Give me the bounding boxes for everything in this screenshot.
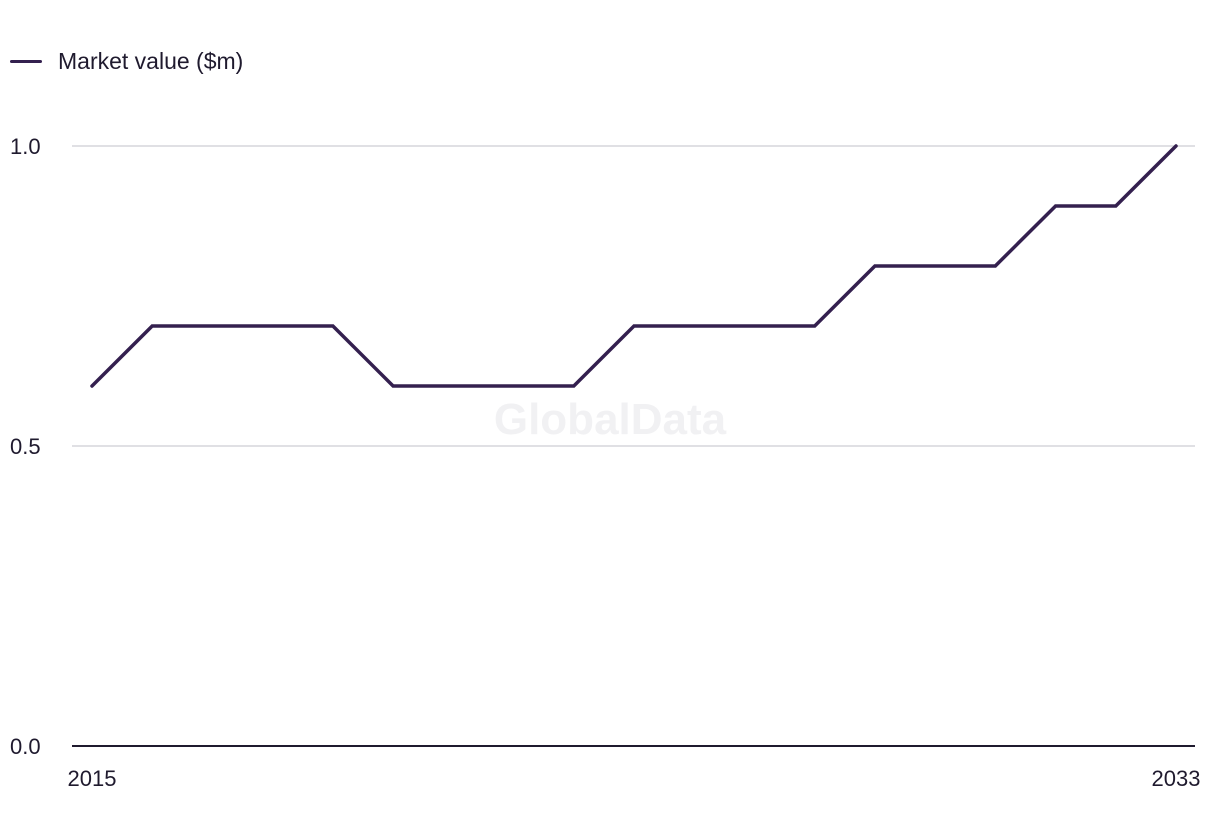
x-tick-label: 2015: [68, 766, 117, 791]
legend: Market value ($m): [10, 46, 243, 76]
watermark: GlobalData: [494, 395, 727, 444]
y-tick-label: 0.5: [10, 434, 41, 459]
y-tick-label: 1.0: [10, 134, 41, 159]
x-tick-label: 2033: [1152, 766, 1201, 791]
series-layer: [90, 144, 1178, 388]
legend-label: Market value ($m): [58, 47, 244, 74]
y-tick-label: 0.0: [10, 734, 41, 759]
tick-labels: 0.0 0.5 1.0 2015 2033: [10, 134, 1200, 791]
series-line: [90, 144, 1178, 388]
legend-swatch: [10, 59, 42, 63]
gridlines: [72, 145, 1195, 447]
